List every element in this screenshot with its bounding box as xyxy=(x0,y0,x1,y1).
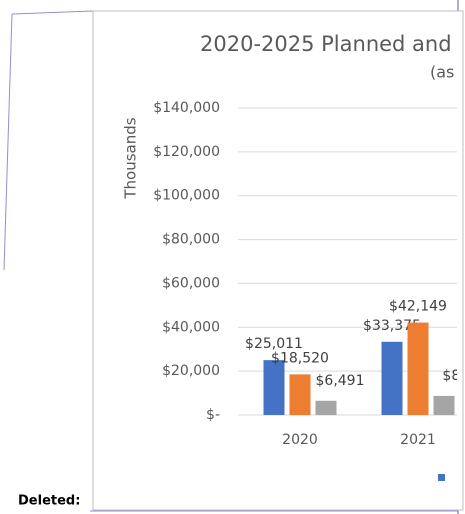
deleted-label: Deleted: xyxy=(18,494,80,509)
y-tick-label: $80,000 xyxy=(162,232,220,248)
comment-line xyxy=(11,10,94,15)
y-tick-label: $100,000 xyxy=(153,188,220,204)
chart: 2020-2025 Planned and (as Thousands $- $2… xyxy=(122,32,465,481)
y-tick-label: $60,000 xyxy=(162,275,220,291)
data-label: $6,491 xyxy=(316,373,365,389)
x-tick-label: 2020 xyxy=(282,432,318,448)
legend-swatch xyxy=(438,474,445,481)
bar xyxy=(407,322,429,415)
data-label: $33,375 xyxy=(363,318,421,334)
y-axis-label: Thousands xyxy=(122,117,140,199)
y-tick-label: $- xyxy=(206,407,220,423)
x-tick-label: 2021 xyxy=(400,432,436,448)
bar xyxy=(381,341,403,415)
comment-line xyxy=(3,13,13,271)
data-label: $25,011 xyxy=(245,336,303,352)
bar xyxy=(315,400,337,415)
chart-title: 2020-2025 Planned and xyxy=(200,32,452,56)
y-tick-label: $120,000 xyxy=(153,144,220,160)
bar xyxy=(289,374,311,415)
data-label: $18,520 xyxy=(271,350,329,366)
data-label: $42,149 xyxy=(389,299,447,315)
chart-subtitle: (as xyxy=(430,63,454,82)
data-label: $8,7 xyxy=(442,368,465,384)
bar xyxy=(263,360,285,415)
y-tick-label: $40,000 xyxy=(162,319,220,335)
y-tick-label: $20,000 xyxy=(162,363,220,379)
y-tick-label: $140,000 xyxy=(153,100,220,116)
bar xyxy=(433,395,455,415)
chart-frame xyxy=(92,10,464,511)
